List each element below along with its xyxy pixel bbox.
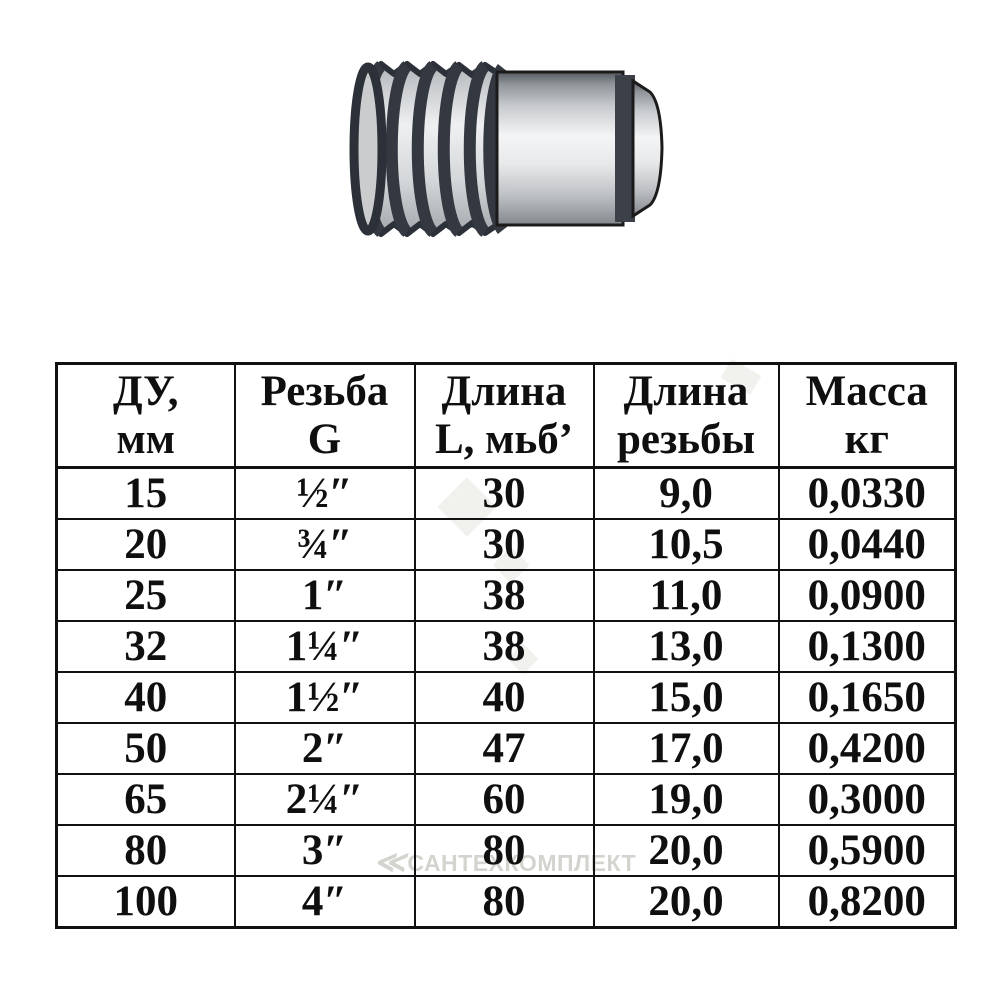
header-line: мм (116, 415, 176, 463)
table-cell: 25 (55, 569, 236, 622)
table-cell: ¾″ (233, 518, 416, 571)
table-cell: 32 (55, 620, 236, 673)
table-row: 15 ½″ 30 9,0 0,0330 (55, 466, 957, 520)
table-cell: 0,0440 (777, 518, 957, 571)
table-cell: 80 (55, 824, 236, 877)
table-cell: 10,5 (592, 518, 780, 571)
header-row: ДУ, мм Резьба G Длина L, мьбʼ Длина резь… (55, 362, 957, 469)
header-line: Резьба (260, 367, 389, 415)
spec-table: ДУ, мм Резьба G Длина L, мьбʼ Длина резь… (55, 362, 957, 929)
table-row: 20 ¾″ 30 10,5 0,0440 (55, 518, 957, 571)
header-line: G (307, 415, 342, 463)
table-cell: 20 (55, 518, 236, 571)
header-line: ДУ, (113, 367, 179, 415)
spec-table-body: 15 ½″ 30 9,0 0,0330 20 ¾″ 30 10,5 0,0440 25 1″ 38 11,… (55, 466, 957, 929)
pipe-nipple-drawing (349, 61, 664, 237)
table-cell: 15 (55, 466, 236, 520)
header-line: L, мьбʼ (434, 415, 574, 463)
table-cell: 1″ (233, 569, 416, 622)
col-header-length: Длина L, мьбʼ (413, 362, 595, 469)
table-cell: 80 (413, 875, 595, 929)
header-line: резьбы (616, 415, 756, 463)
table-cell: 15,0 (592, 671, 780, 724)
table-cell: 0,0330 (777, 466, 957, 520)
col-header-du: ДУ, мм (55, 362, 236, 469)
table-row: 25 1″ 38 11,0 0,0900 (55, 569, 957, 622)
col-header-mass: Масса кг (777, 362, 957, 469)
table-cell: 30 (413, 518, 595, 571)
table-cell: 100 (55, 875, 236, 929)
table-cell: 65 (55, 773, 236, 826)
table-cell: 50 (55, 722, 236, 775)
table-cell: 30 (413, 466, 595, 520)
table-cell: 2″ (233, 722, 416, 775)
table-cell: 19,0 (592, 773, 780, 826)
header-line: Масса (805, 367, 928, 415)
table-cell: 20,0 (592, 875, 780, 929)
col-header-thread: Резьба G (233, 362, 416, 469)
table-cell: 38 (413, 569, 595, 622)
table-cell: 38 (413, 620, 595, 673)
table-row: 65 2¼″ 60 19,0 0,3000 (55, 773, 957, 826)
table-cell: 4″ (233, 875, 416, 929)
table-cell: 0,5900 (777, 824, 957, 877)
table-cell: 0,8200 (777, 875, 957, 929)
threaded-pipe-nipple-illustration (345, 58, 670, 240)
table-cell: 0,0900 (777, 569, 957, 622)
table-row: 50 2″ 47 17,0 0,4200 (55, 722, 957, 775)
table-cell: 0,4200 (777, 722, 957, 775)
table-cell: 80 (413, 824, 595, 877)
table-row: 40 1½″ 40 15,0 0,1650 (55, 671, 957, 724)
table-cell: 60 (413, 773, 595, 826)
table-cell: 20,0 (592, 824, 780, 877)
table-cell: 47 (413, 722, 595, 775)
table-cell: 17,0 (592, 722, 780, 775)
table-cell: 0,1300 (777, 620, 957, 673)
table-cell: 11,0 (592, 569, 780, 622)
table-cell: ½″ (233, 466, 416, 520)
table-cell: 0,3000 (777, 773, 957, 826)
table-cell: 2¼″ (233, 773, 416, 826)
header-line: Длина (441, 367, 567, 415)
table-row: 100 4″ 80 20,0 0,8200 (55, 875, 957, 929)
table-row: 80 3″ 80 20,0 0,5900 (55, 824, 957, 877)
col-header-thread-length: Длина резьбы (592, 362, 780, 469)
table-cell: 40 (55, 671, 236, 724)
table-cell: 3″ (233, 824, 416, 877)
table-cell: 40 (413, 671, 595, 724)
table-cell: 9,0 (592, 466, 780, 520)
table-cell: 0,1650 (777, 671, 957, 724)
table-cell: 1¼″ (233, 620, 416, 673)
table-cell: 13,0 (592, 620, 780, 673)
header-line: Длина (623, 367, 749, 415)
header-line: кг (844, 415, 889, 463)
table-cell: 1½″ (233, 671, 416, 724)
table-row: 32 1¼″ 38 13,0 0,1300 (55, 620, 957, 673)
